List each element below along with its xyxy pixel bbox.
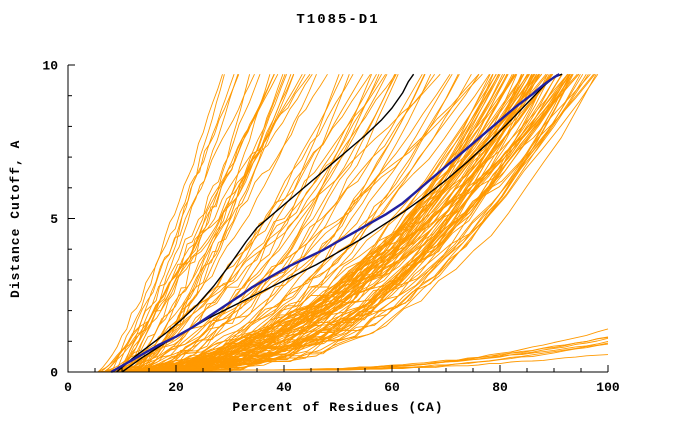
x-axis-label: Percent of Residues (CA) — [232, 400, 444, 415]
y-tick-label: 0 — [50, 366, 58, 381]
x-tick-label: 0 — [64, 380, 72, 395]
chart-title: T1085-D1 — [296, 12, 380, 28]
x-tick-label: 80 — [492, 380, 508, 395]
reference-curve-black-steep — [116, 73, 415, 373]
x-tick-label: 60 — [384, 380, 400, 395]
x-tick-label: 100 — [596, 380, 620, 395]
x-tick-label: 20 — [168, 380, 184, 395]
x-tick-label: 40 — [276, 380, 292, 395]
predictor-model-curves-orange — [95, 73, 609, 373]
model-curve-blue-highlight — [110, 73, 560, 374]
y-tick-label: 5 — [50, 212, 58, 227]
y-tick-label: 10 — [42, 59, 58, 74]
